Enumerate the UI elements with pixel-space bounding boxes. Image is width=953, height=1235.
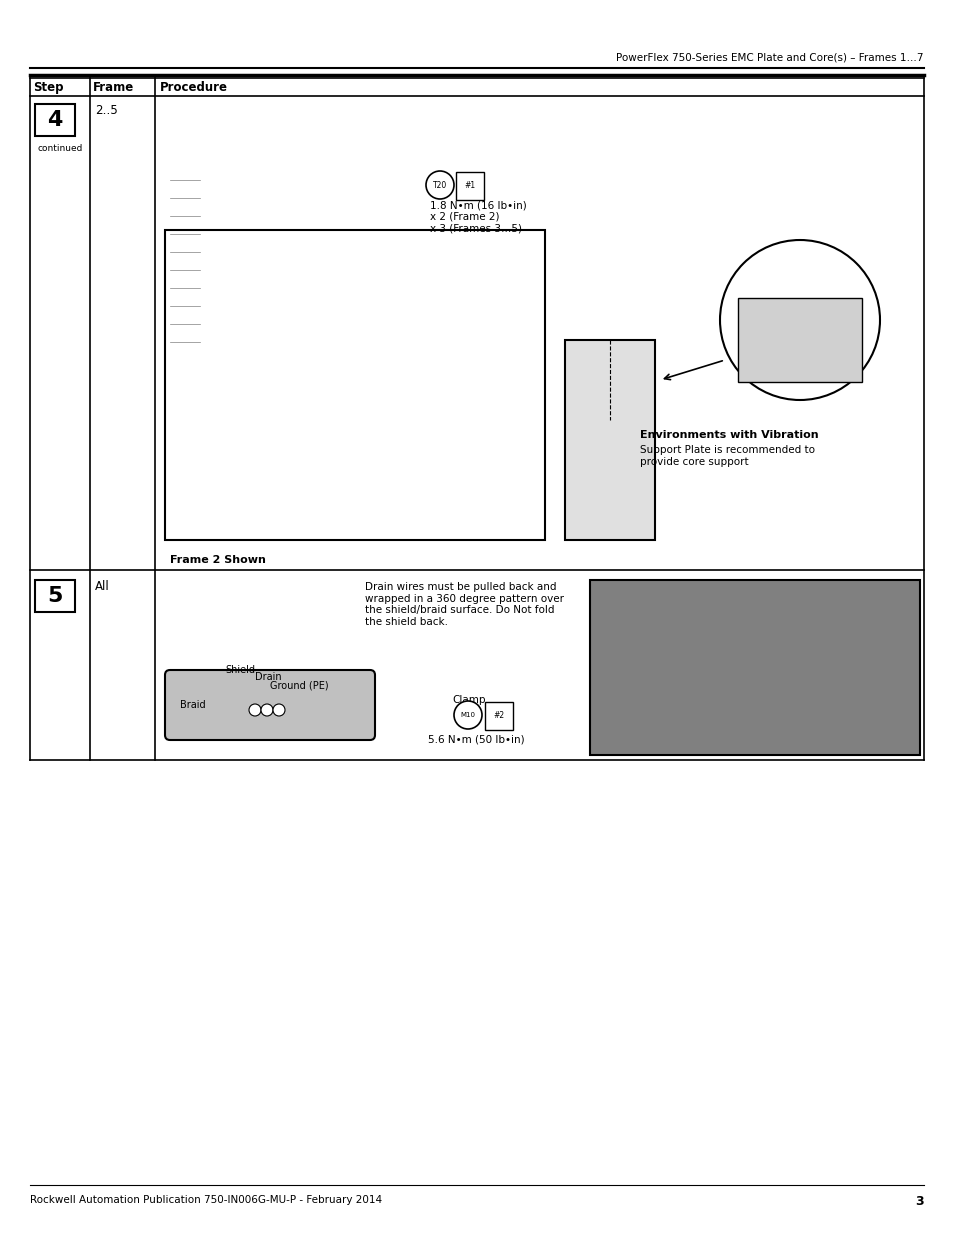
FancyBboxPatch shape — [165, 230, 544, 540]
Text: 2‥5: 2‥5 — [95, 104, 117, 117]
Circle shape — [273, 704, 285, 716]
FancyBboxPatch shape — [456, 172, 483, 200]
Text: Frame 2 Shown: Frame 2 Shown — [170, 555, 266, 564]
Text: Frame: Frame — [92, 82, 134, 94]
Text: Support Plate is recommended to
provide core support: Support Plate is recommended to provide … — [639, 445, 814, 467]
FancyBboxPatch shape — [484, 701, 513, 730]
FancyBboxPatch shape — [564, 340, 655, 540]
Text: Ground (PE): Ground (PE) — [270, 680, 328, 690]
Text: 5: 5 — [48, 585, 63, 606]
FancyBboxPatch shape — [35, 104, 75, 136]
Text: continued: continued — [37, 144, 82, 153]
Text: PowerFlex 750-Series EMC Plate and Core(s) – Frames 1…7: PowerFlex 750-Series EMC Plate and Core(… — [616, 52, 923, 62]
Circle shape — [720, 240, 879, 400]
Text: Clamp: Clamp — [452, 695, 485, 705]
Text: Drain: Drain — [254, 672, 281, 682]
FancyBboxPatch shape — [589, 580, 919, 755]
Text: 4: 4 — [48, 110, 63, 130]
Text: 3: 3 — [915, 1195, 923, 1208]
Text: Rockwell Automation Publication 750-IN006G-MU-P - February 2014: Rockwell Automation Publication 750-IN00… — [30, 1195, 382, 1205]
Text: T20: T20 — [433, 180, 447, 189]
Text: 1.8 N•m (16 lb•in)
x 2 (Frame 2)
x 3 (Frames 3…5): 1.8 N•m (16 lb•in) x 2 (Frame 2) x 3 (Fr… — [430, 200, 526, 233]
Text: Drain wires must be pulled back and
wrapped in a 360 degree pattern over
the shi: Drain wires must be pulled back and wrap… — [365, 582, 563, 627]
Text: 5.6 N•m (50 lb•in): 5.6 N•m (50 lb•in) — [428, 735, 524, 745]
FancyBboxPatch shape — [35, 580, 75, 613]
Text: Step: Step — [33, 82, 64, 94]
Text: Shield: Shield — [225, 664, 254, 676]
Text: Braid: Braid — [180, 700, 206, 710]
Circle shape — [454, 701, 481, 729]
FancyBboxPatch shape — [738, 298, 862, 382]
FancyBboxPatch shape — [165, 671, 375, 740]
Text: M10: M10 — [460, 713, 475, 718]
Text: #2: #2 — [493, 711, 504, 720]
Circle shape — [261, 704, 273, 716]
Text: Environments with Vibration: Environments with Vibration — [639, 430, 818, 440]
Text: All: All — [95, 580, 110, 593]
Text: #1: #1 — [464, 182, 475, 190]
Circle shape — [249, 704, 261, 716]
Circle shape — [426, 170, 454, 199]
Text: Procedure: Procedure — [160, 82, 228, 94]
